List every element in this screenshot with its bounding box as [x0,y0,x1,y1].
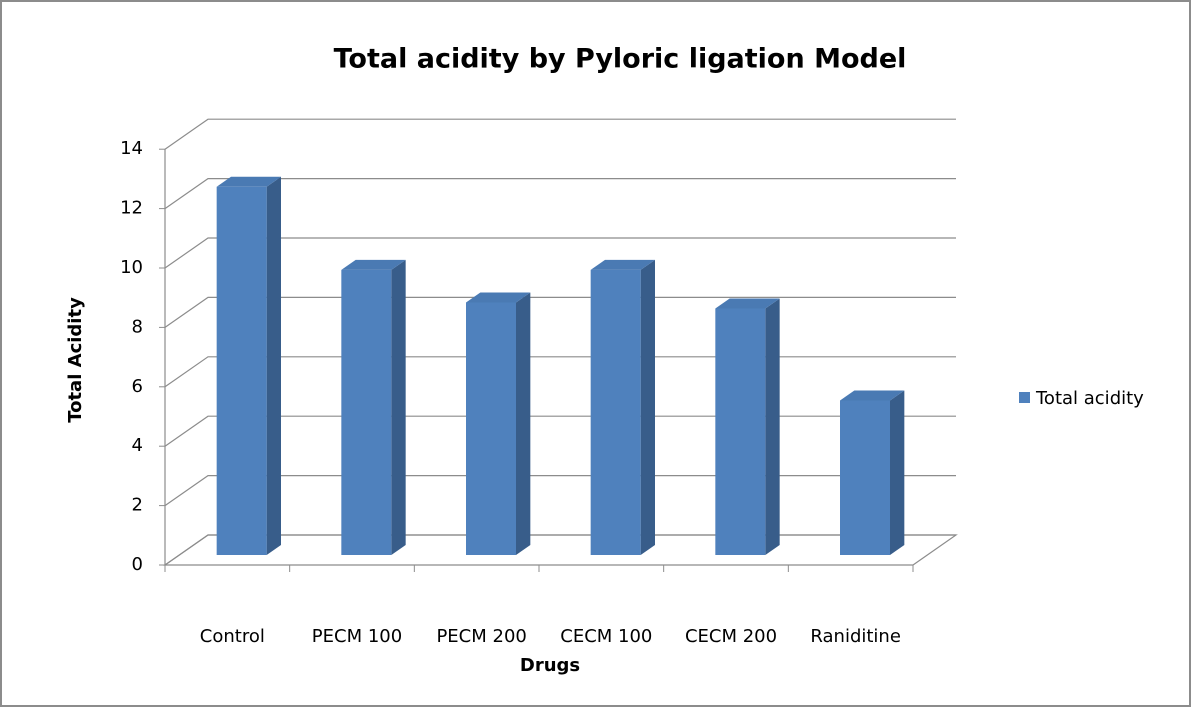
bar-front [590,269,641,555]
bar-top [590,259,655,270]
y-tick-label: 2 [132,495,143,516]
grid-line [164,237,956,269]
bar-side [640,259,655,555]
x-axis-title: Drugs [520,655,580,676]
bar-front [840,400,890,555]
bar-front [466,302,516,555]
legend-swatch [1019,392,1030,403]
y-tick-label: 14 [120,138,143,159]
y-tick-label: 0 [132,554,143,575]
chart-title: Total acidity by Pyloric ligation Model [334,44,907,75]
bar-top [216,176,281,187]
bar-top [466,292,531,303]
bar-front [216,186,267,555]
y-axis-title: Total Acidity [65,297,86,423]
y-tick-label: 12 [120,198,143,219]
bar [590,259,655,555]
x-tick-label: Control [200,626,265,647]
grid-line [164,118,956,150]
y-tick-label: 10 [120,257,143,278]
bar [715,298,780,555]
bar-top [715,298,780,309]
grid-line [164,534,956,566]
bar-side [765,298,780,555]
y-tick-label: 8 [132,316,143,337]
grid-line [164,415,956,447]
y-tick-label: 4 [132,435,143,456]
bar-top [341,259,406,270]
x-tick-label: PECM 100 [312,626,402,647]
bar-front [341,269,392,555]
bar [840,390,905,555]
grid-line [164,475,956,507]
x-tick-label: CECM 200 [685,626,777,647]
bar-front [715,308,766,555]
x-tick-label: Raniditine [810,626,901,647]
bar-side [516,292,531,555]
y-tick-label: 6 [132,376,143,397]
bar-side [266,176,281,555]
bar [341,259,406,555]
legend-label: Total acidity [1035,388,1144,409]
x-tick-label: CECM 100 [560,626,652,647]
bar [466,292,531,555]
grid-line [164,178,956,210]
bar-side [890,390,905,555]
x-tick-label: PECM 200 [436,626,526,647]
bar-top [840,390,905,401]
grid-line [164,356,956,388]
grid-line [164,296,956,328]
bar [216,176,281,555]
bar-side [391,259,406,555]
